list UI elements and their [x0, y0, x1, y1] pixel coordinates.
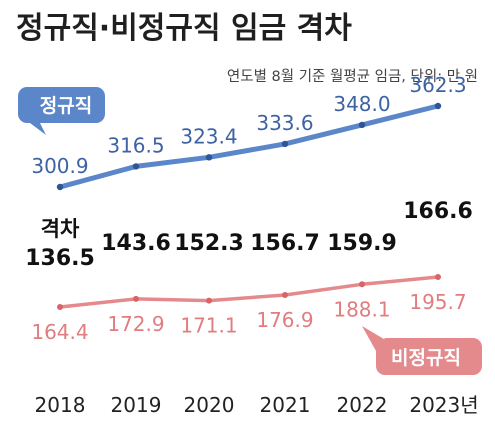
value-label-regular: 362.3: [409, 73, 466, 97]
point-irregular: [206, 297, 212, 304]
point-regular: [132, 163, 140, 170]
gap-label: 격차: [41, 217, 80, 241]
series-line-irregular: [58, 275, 440, 309]
chart-subtitle: 연도별 8월 기준 월평균 임금, 단위: 만 원: [227, 68, 478, 85]
point-regular: [358, 121, 366, 129]
legend-badge-irregular: [362, 326, 482, 375]
value-label-irregular: 195.7: [409, 290, 466, 314]
gap-value: 159.9: [327, 231, 397, 256]
legend-badge-regular: [18, 87, 105, 135]
point-irregular: [359, 281, 365, 288]
value-label-regular: 316.5: [107, 133, 164, 157]
x-tick-label: 2019: [111, 393, 162, 417]
value-label-irregular: 171.1: [180, 314, 237, 338]
x-tick-label: 2018: [35, 393, 86, 417]
value-label-irregular: 172.9: [107, 312, 164, 336]
gap-value: 166.6: [403, 199, 473, 224]
gap-value: 152.3: [174, 231, 244, 256]
value-label-regular: 333.6: [256, 111, 313, 135]
x-tick-label: 2020: [184, 393, 235, 417]
legend-label-regular: 정규직: [40, 95, 92, 117]
series-line-regular: [57, 103, 441, 190]
point-irregular: [282, 292, 288, 298]
chart-title: 정규직·비정규직 임금 격차: [16, 11, 352, 46]
point-irregular: [133, 295, 139, 302]
value-label-regular: 323.4: [180, 124, 237, 148]
plot-area: 300.9 316.5 323.4 333.6 348.0 362.3 164.4 172.9…: [18, 73, 482, 417]
value-label-irregular: 164.4: [31, 320, 88, 344]
point-irregular: [435, 274, 441, 280]
point-irregular: [57, 304, 63, 310]
value-label-irregular: 176.9: [256, 308, 313, 332]
x-tick-label: 2023년: [409, 393, 478, 417]
value-label-irregular: 188.1: [333, 297, 390, 321]
point-regular: [434, 102, 442, 110]
value-label-regular: 348.0: [333, 92, 390, 116]
point-regular: [56, 183, 64, 191]
gap-value: 136.5: [25, 246, 95, 271]
legend-label-irregular: 비정규직: [391, 347, 461, 369]
x-tick-label: 2021: [260, 393, 311, 417]
gap-value: 156.7: [250, 231, 320, 256]
gap-value: 143.6: [101, 231, 171, 256]
value-label-regular: 300.9: [31, 154, 88, 178]
x-tick-label: 2022: [337, 393, 388, 417]
point-regular: [205, 154, 213, 161]
point-regular: [281, 140, 289, 148]
